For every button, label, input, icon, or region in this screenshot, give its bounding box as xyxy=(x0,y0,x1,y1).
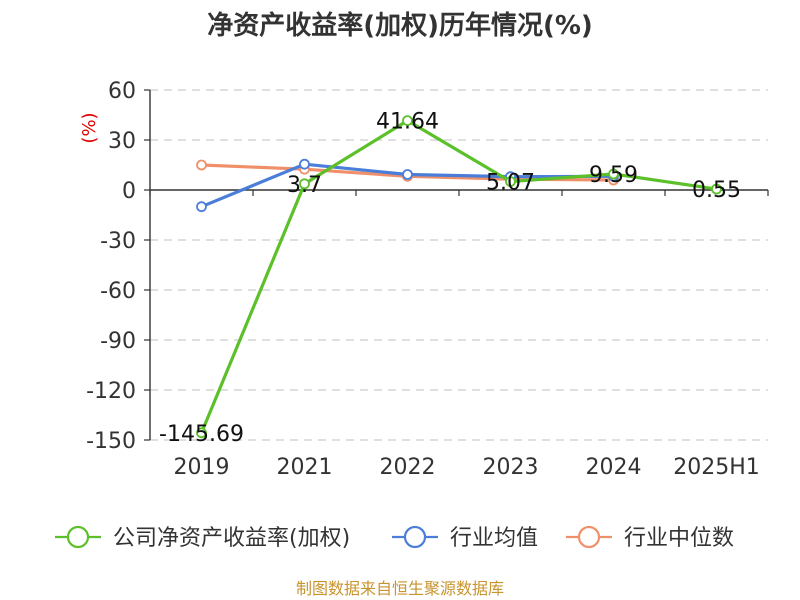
y-tick-label: -120 xyxy=(86,379,136,404)
data-point xyxy=(299,158,310,170)
data-point xyxy=(402,115,413,126)
data-point xyxy=(711,183,722,195)
y-tick-label: 0 xyxy=(122,179,136,204)
data-point xyxy=(196,159,207,171)
legend-marker xyxy=(403,525,427,549)
chart-title: 净资产收益率(加权)历年情况(%) xyxy=(207,10,593,41)
x-tick-labels: 2019 2021 2022 2023 2024 2025H1 xyxy=(174,455,760,480)
legend-label: 公司净资产收益率(加权) xyxy=(113,526,350,551)
x-tick-label: 2025H1 xyxy=(673,455,760,480)
y-tick-label: -60 xyxy=(100,279,136,304)
data-label: 0.55 xyxy=(692,178,741,203)
data-point xyxy=(402,169,413,180)
data-point xyxy=(196,201,207,213)
data-point xyxy=(608,168,619,180)
legend-label: 行业中位数 xyxy=(624,526,734,551)
legend: 公司净资产收益率(加权) 行业均值 行业中位数 xyxy=(55,525,734,551)
y-axis-unit: (%) xyxy=(79,112,100,143)
data-point xyxy=(505,176,516,187)
grid-lines xyxy=(150,89,768,441)
x-tick-label: 2023 xyxy=(483,455,539,480)
x-tick-label: 2024 xyxy=(586,455,642,480)
y-tick-label: 60 xyxy=(108,79,136,104)
y-tick-labels: 60 30 0 -30 -60 -90 -120 -150 xyxy=(86,79,136,454)
data-labels: -145.69 3.7 41.64 5.07 9.59 0.55 xyxy=(159,110,741,447)
data-label: 9.59 xyxy=(589,163,638,188)
data-point xyxy=(299,178,310,190)
y-tick-label: -150 xyxy=(86,429,136,454)
x-tick-label: 2021 xyxy=(277,455,333,480)
axes xyxy=(144,89,769,441)
x-tick-label: 2019 xyxy=(174,455,230,480)
data-label: 5.07 xyxy=(486,171,535,196)
y-tick-label: -30 xyxy=(100,229,136,254)
source-note: 制图数据来自恒生聚源数据库 xyxy=(296,579,504,598)
legend-marker xyxy=(66,525,90,549)
data-label: -145.69 xyxy=(159,422,244,447)
data-label: 3.7 xyxy=(287,173,322,198)
y-tick-label: -90 xyxy=(100,329,136,354)
data-point xyxy=(196,427,207,439)
x-tick-label: 2022 xyxy=(380,455,436,480)
legend-label: 行业均值 xyxy=(450,526,538,551)
y-tick-label: 30 xyxy=(108,129,136,154)
legend-marker xyxy=(577,525,601,549)
data-label: 41.64 xyxy=(376,110,439,135)
series-lines xyxy=(196,115,722,439)
series-line xyxy=(200,118,717,434)
